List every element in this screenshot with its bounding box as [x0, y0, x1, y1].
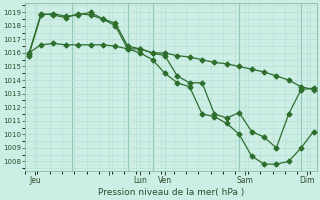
- X-axis label: Pression niveau de la mer( hPa ): Pression niveau de la mer( hPa ): [98, 188, 244, 197]
